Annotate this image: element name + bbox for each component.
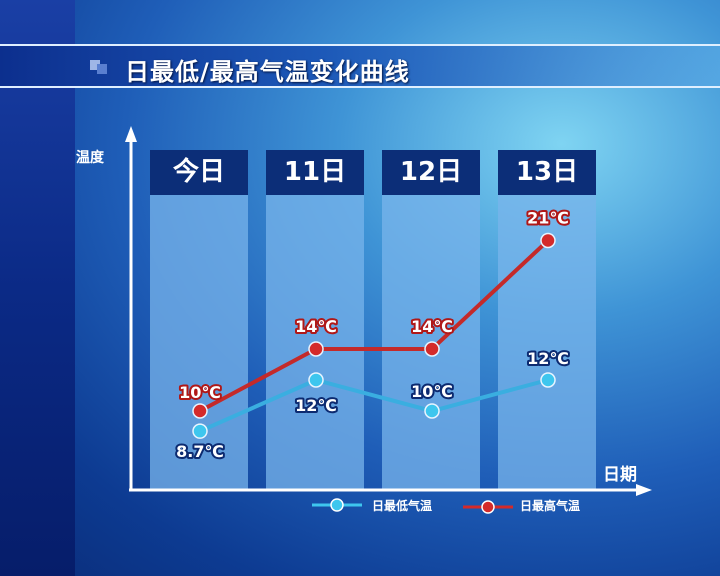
x-axis-arrow <box>636 484 652 496</box>
data-label: 21℃ <box>527 209 569 228</box>
legend-label-low: 日最低气温 <box>372 499 433 513</box>
series-line-high <box>199 239 550 413</box>
data-label: 10℃ <box>179 383 221 402</box>
data-point <box>424 341 440 357</box>
data-label: 10℃ <box>411 382 453 401</box>
data-label: 12℃ <box>295 396 337 415</box>
data-label: 14℃ <box>411 317 453 336</box>
data-point <box>540 372 556 388</box>
legend-marker-high <box>481 500 495 514</box>
chart-title: 日最低/最高气温变化曲线 <box>125 58 410 86</box>
data-label: 14℃ <box>295 317 337 336</box>
x-axis-label: 日期 <box>603 465 637 485</box>
data-point <box>308 341 324 357</box>
data-label: 12℃ <box>527 349 569 368</box>
divider <box>0 86 720 88</box>
x-tick-label: 13日 <box>498 150 596 195</box>
data-point <box>424 403 440 419</box>
data-point <box>192 403 208 419</box>
data-point <box>308 372 324 388</box>
divider <box>0 44 720 46</box>
data-point <box>192 423 208 439</box>
square-icon <box>90 60 108 74</box>
x-tick-label: 今日 <box>150 150 248 195</box>
series-line-low <box>199 377 549 433</box>
x-tick-label: 12日 <box>382 150 480 195</box>
legend-marker-low <box>330 498 344 512</box>
x-tick-label: 11日 <box>266 150 364 195</box>
legend-label-high: 日最高气温 <box>520 499 581 513</box>
data-label: 8.7℃ <box>176 442 224 461</box>
data-point <box>540 232 556 249</box>
title-band <box>0 46 720 86</box>
column-band <box>150 195 248 490</box>
left-bar <box>0 0 75 576</box>
y-axis-arrow <box>125 126 137 142</box>
y-axis-label: 温度 <box>76 150 104 166</box>
